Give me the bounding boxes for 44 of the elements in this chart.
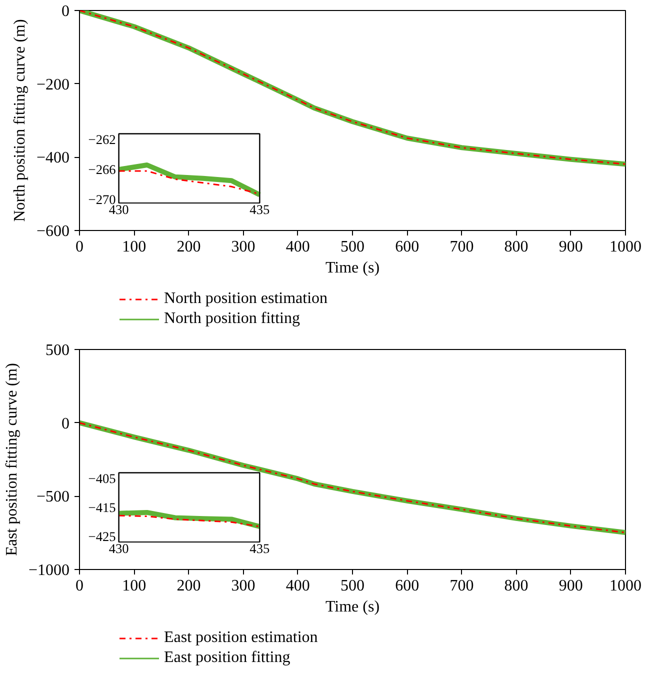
- x-axis-title: Time (s): [325, 598, 380, 616]
- x-tick-label: 435: [250, 541, 270, 556]
- x-axis-title: Time (s): [325, 260, 380, 276]
- x-tick-label: 600: [395, 238, 420, 256]
- x-tick-label: 900: [558, 578, 583, 594]
- x-tick-label: 200: [176, 578, 201, 594]
- x-tick-label: 1000: [610, 238, 642, 256]
- y-tick-label: −415: [88, 500, 116, 515]
- x-tick-label: 300: [231, 238, 256, 256]
- legend-label: East position fitting: [164, 649, 290, 667]
- y-tick-label: −400: [36, 150, 70, 167]
- x-tick-label: 200: [176, 238, 201, 256]
- x-tick-label: 700: [450, 578, 474, 594]
- x-tick-label: 700: [450, 238, 474, 256]
- y-tick-label: −500: [36, 488, 70, 506]
- x-tick-label: 800: [504, 238, 528, 256]
- x-tick-label: 1000: [610, 578, 642, 594]
- legend-label: North position fitting: [164, 310, 300, 328]
- legend-label: North position estimation: [164, 290, 328, 308]
- x-tick-label: 400: [286, 578, 310, 594]
- x-tick-label: 800: [504, 578, 528, 594]
- x-tick-label: 0: [76, 578, 84, 594]
- y-tick-label: −1000: [28, 562, 70, 579]
- x-tick-label: 900: [558, 238, 583, 256]
- y-tick-label: 0: [62, 415, 70, 432]
- x-tick-label: 435: [250, 202, 270, 217]
- y-tick-label: −405: [88, 470, 116, 486]
- x-tick-label: 100: [122, 238, 146, 256]
- x-tick-label: 100: [122, 578, 146, 594]
- x-tick-label: 600: [395, 578, 420, 594]
- y-tick-label: −600: [36, 223, 70, 240]
- x-tick-label: 500: [340, 578, 364, 594]
- x-tick-label: 300: [231, 578, 256, 594]
- y-tick-label: −266: [88, 162, 116, 177]
- legend-label: East position estimation: [164, 629, 318, 647]
- y-tick-label: 500: [46, 342, 70, 359]
- y-axis-title: East position fitting curve (m): [3, 363, 20, 556]
- y-tick-label: −262: [88, 132, 116, 148]
- x-tick-label: 500: [340, 238, 364, 256]
- x-tick-label: 400: [286, 238, 310, 256]
- y-axis-title: North position fitting curve (m): [11, 19, 28, 222]
- y-tick-label: 0: [62, 3, 70, 20]
- y-tick-label: −200: [36, 76, 70, 94]
- x-tick-label: 0: [76, 238, 84, 256]
